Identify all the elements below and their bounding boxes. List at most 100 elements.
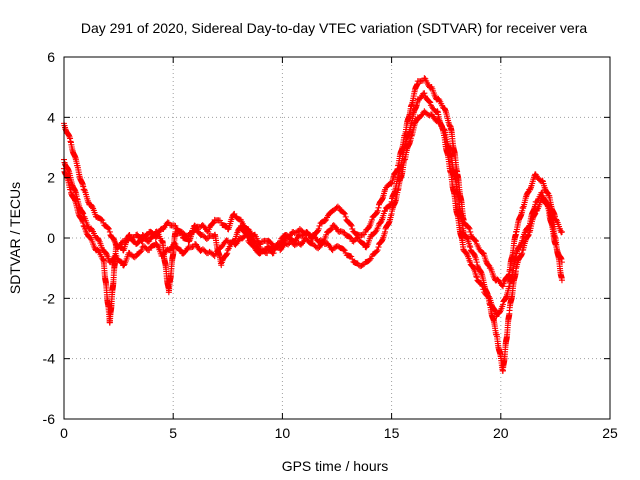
- data-point-segment: [520, 188, 532, 212]
- data-point-segment: [526, 171, 539, 193]
- data-point-segment: [343, 216, 355, 229]
- data-point-segment: [350, 258, 361, 267]
- data-point-segment: [206, 248, 217, 258]
- data-point-segment: [369, 247, 381, 258]
- data-point: [80, 222, 87, 229]
- data-point: [309, 241, 316, 248]
- data-point-segment: [520, 231, 532, 253]
- data-point-segment: [408, 81, 421, 109]
- data-point-segment: [324, 225, 335, 236]
- data-point-segment: [81, 186, 93, 208]
- x-tick-label: 10: [275, 425, 291, 441]
- y-tick-label: -4: [43, 351, 56, 367]
- data-point-segment: [324, 240, 335, 253]
- data-point-segment: [487, 297, 499, 317]
- data-point-segment: [94, 214, 106, 224]
- data-point-segment: [324, 208, 335, 221]
- series-track-a: [61, 75, 565, 290]
- x-tick-label: 15: [384, 425, 400, 441]
- data-point-segment: [506, 254, 519, 286]
- data-point-segment: [447, 124, 460, 175]
- data-point: [323, 231, 330, 238]
- data-point-segment: [539, 192, 552, 212]
- data-point-segment: [434, 109, 447, 137]
- x-tick-label: 0: [60, 425, 68, 441]
- data-point: [421, 90, 428, 97]
- data-point-segment: [107, 232, 119, 248]
- data-point-segment: [408, 99, 421, 126]
- data-point-segment: [61, 159, 74, 179]
- data-point: [342, 213, 349, 220]
- data-point-segment: [369, 207, 381, 221]
- data-point-segment: [101, 222, 112, 232]
- data-point-segment: [205, 219, 217, 233]
- data-point: [558, 259, 565, 266]
- y-tick-label: 4: [47, 109, 55, 125]
- data-point: [178, 231, 185, 238]
- data-point-segment: [284, 233, 296, 245]
- data-point: [558, 228, 565, 235]
- data-point-segment: [408, 116, 421, 139]
- data-point-segment: [363, 255, 374, 265]
- data-point: [270, 250, 277, 257]
- data-point-segment: [147, 231, 158, 242]
- data-point: [558, 277, 565, 284]
- y-tick-label: 2: [47, 170, 55, 186]
- data-point-segment: [480, 250, 493, 270]
- data-point-segment: [357, 231, 368, 239]
- x-tick-label: 25: [602, 425, 618, 441]
- data-point-segment: [114, 243, 125, 251]
- data-point-segment: [166, 230, 179, 294]
- data-point-segment: [467, 261, 480, 280]
- data-point-segment: [454, 188, 467, 236]
- data-point-segment: [494, 303, 506, 318]
- data-point-segment: [369, 225, 381, 238]
- data-point-segment: [500, 310, 513, 371]
- data-point-segment: [416, 77, 427, 85]
- axis-ticks: 0 5 10 15 20 25 -6 -4 -2 0 2 4 6: [43, 49, 618, 441]
- data-point-segment: [382, 212, 395, 232]
- data-point-segment: [474, 262, 486, 282]
- data-point: [467, 228, 474, 235]
- data-point: [480, 286, 487, 293]
- data-point: [480, 250, 487, 257]
- data-point-segment: [441, 105, 454, 130]
- data-point-segment: [461, 231, 473, 249]
- data-point-segment: [441, 132, 454, 175]
- data-point-segment: [357, 260, 368, 270]
- data-point: [303, 235, 310, 241]
- data-point-segment: [218, 250, 231, 266]
- data-point-segment: [382, 201, 394, 212]
- data-points: [61, 75, 565, 374]
- data-point-segment: [363, 218, 375, 234]
- data-point-segment: [467, 247, 480, 263]
- data-point: [126, 250, 133, 257]
- data-point-segment: [402, 122, 414, 149]
- data-point-segment: [481, 289, 492, 300]
- data-point: [303, 228, 310, 235]
- data-point-segment: [546, 210, 559, 247]
- x-tick-label: 20: [493, 425, 509, 441]
- series-track-c: [61, 90, 565, 326]
- data-point: [349, 256, 356, 263]
- data-point-segment: [74, 162, 87, 190]
- data-point-segment: [526, 201, 539, 229]
- data-point-segment: [67, 139, 80, 167]
- data-point: [355, 235, 362, 241]
- data-point-segment: [461, 248, 473, 264]
- data-point-segment: [213, 217, 223, 224]
- data-point: [473, 274, 480, 281]
- data-point-segment: [467, 231, 480, 245]
- x-axis-label: GPS time / hours: [282, 458, 389, 474]
- data-point-segment: [265, 237, 276, 248]
- chart-title: Day 291 of 2020, Sidereal Day-to-day VTE…: [81, 20, 587, 36]
- data-point-segment: [173, 230, 184, 237]
- data-point-segment: [74, 207, 87, 226]
- data-point: [172, 222, 179, 229]
- data-point: [349, 225, 356, 232]
- data-point: [316, 222, 323, 229]
- data-point-segment: [513, 250, 526, 270]
- data-point-segment: [552, 241, 565, 262]
- data-point-segment: [513, 237, 526, 257]
